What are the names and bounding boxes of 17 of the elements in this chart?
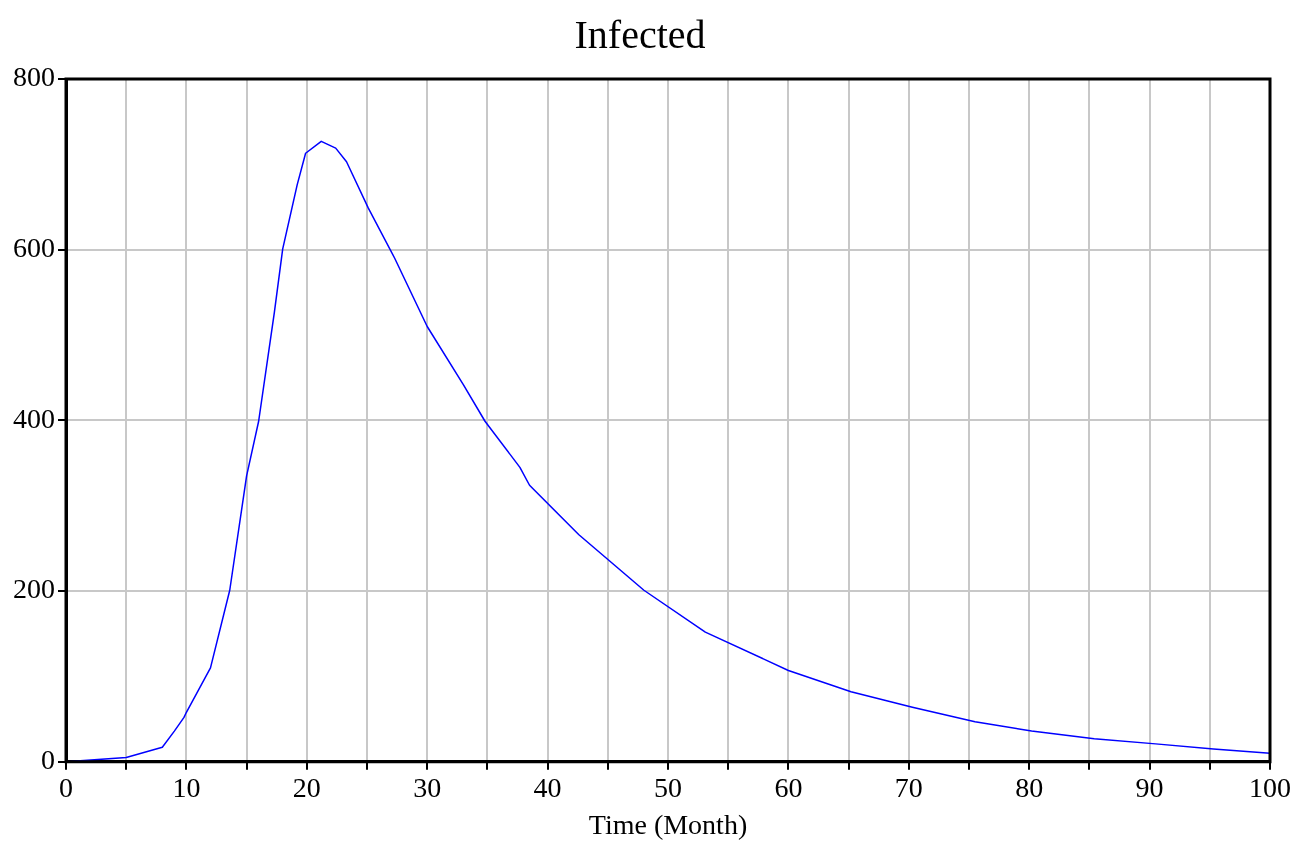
x-tick-label: 90	[1135, 771, 1164, 803]
x-tick-label: 10	[172, 771, 201, 803]
y-tick-label: 600	[13, 232, 55, 264]
x-tick-label: 40	[533, 771, 562, 803]
x-tick-label: 100	[1249, 771, 1291, 803]
y-tick-label: 400	[13, 402, 55, 434]
x-tick-label: 20	[292, 771, 321, 803]
y-tick-label: 0	[41, 744, 55, 776]
chart-title: Infected	[574, 11, 706, 57]
y-tick-label: 800	[13, 61, 55, 93]
y-tick-label: 200	[13, 573, 55, 605]
x-tick-label: 60	[774, 771, 803, 803]
x-tick-label: 30	[413, 771, 442, 803]
x-tick-label: 80	[1015, 771, 1044, 803]
x-tick-label: 70	[894, 771, 923, 803]
x-tick-label: 50	[654, 771, 682, 803]
x-axis-title: Time (Month)	[588, 808, 748, 840]
